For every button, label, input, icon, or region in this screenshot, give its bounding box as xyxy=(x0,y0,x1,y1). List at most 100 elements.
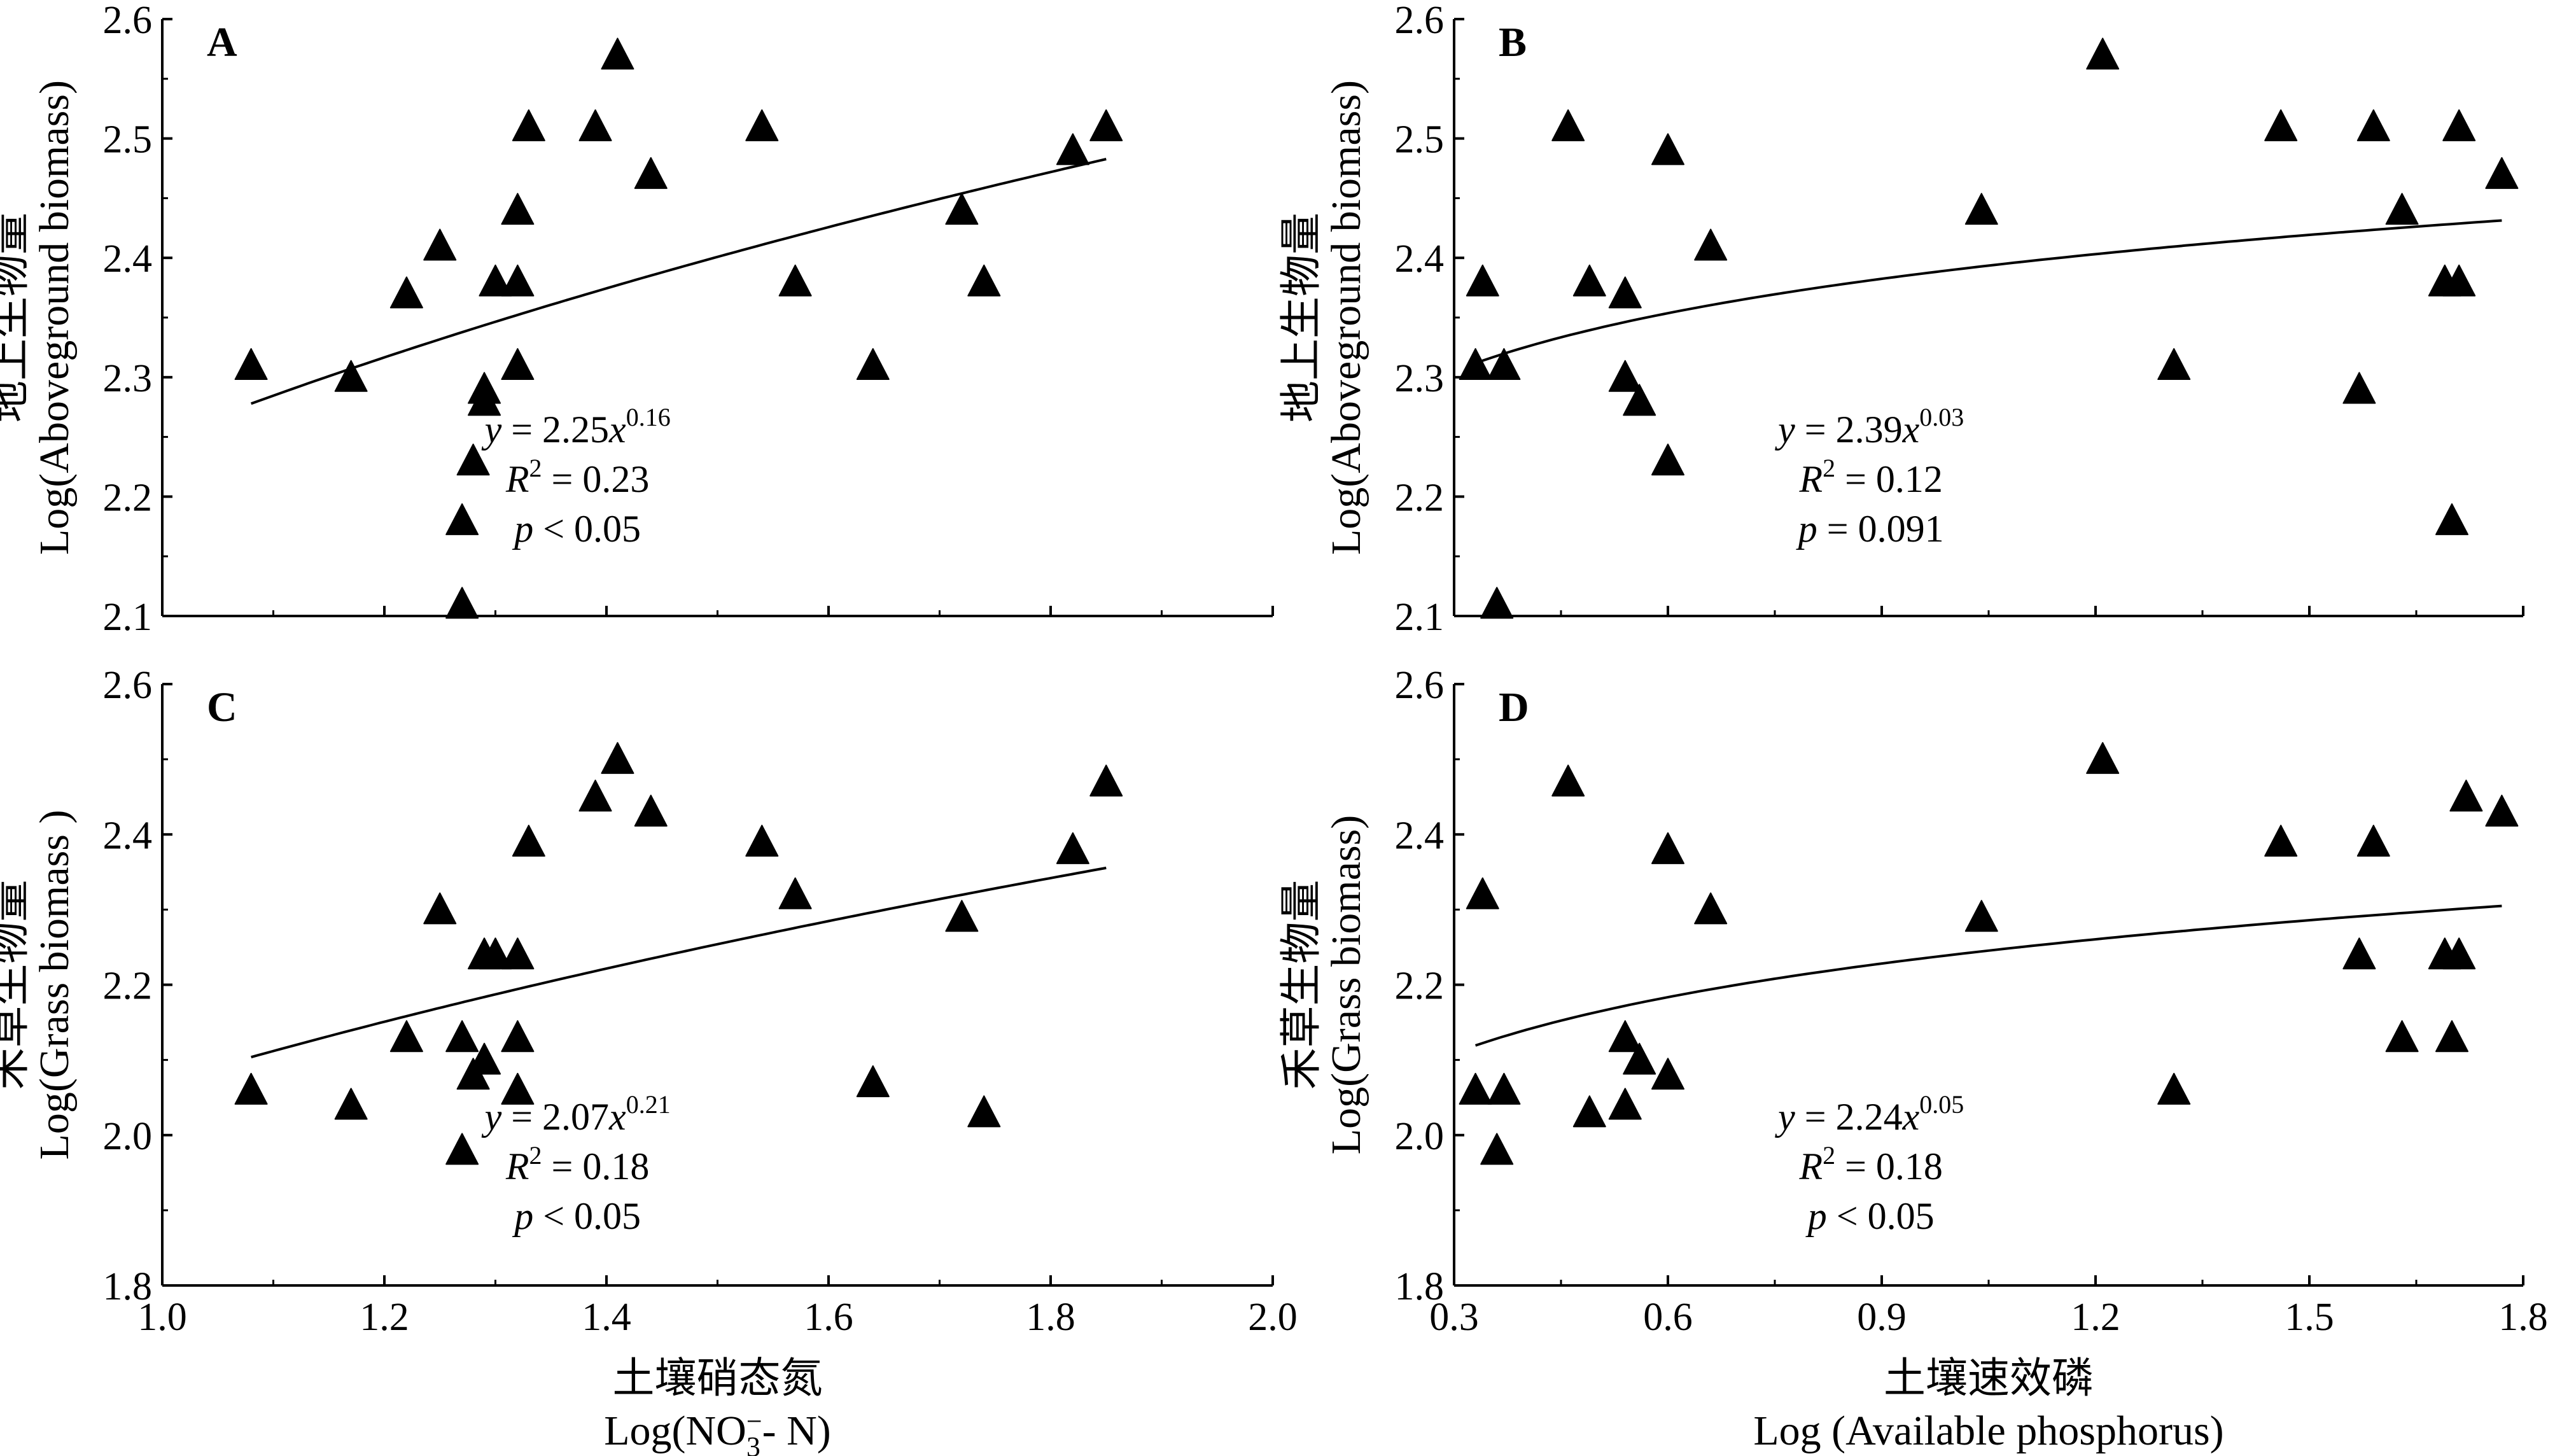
y-tick-label: 2.4 xyxy=(103,814,153,857)
fit-equation: y = 2.39x0.03 xyxy=(1774,403,1964,451)
data-point xyxy=(1608,1020,1642,1053)
data-point xyxy=(2264,825,2298,857)
y-axis-title: Log(Aboveground biomass) xyxy=(31,80,78,555)
p-value: p < 0.05 xyxy=(1805,1195,1935,1237)
data-point xyxy=(501,1020,535,1053)
x-tick-label: 1.8 xyxy=(2498,1296,2548,1339)
x-tick-label: 1.5 xyxy=(2285,1296,2334,1339)
y-tick-label: 1.8 xyxy=(103,1265,153,1308)
data-point xyxy=(1551,109,1585,141)
fit-curve xyxy=(1474,904,2502,1047)
data-point xyxy=(512,825,545,857)
data-point xyxy=(1572,1095,1606,1128)
data-point xyxy=(456,444,490,476)
fit-curve xyxy=(1474,219,2502,365)
data-point xyxy=(2342,372,2376,404)
data-point xyxy=(512,109,545,141)
data-point xyxy=(2086,742,2120,774)
data-point xyxy=(234,1072,268,1105)
y-tick-label: 2.6 xyxy=(103,0,153,42)
data-point xyxy=(778,264,812,297)
data-point xyxy=(1608,276,1642,309)
data-point xyxy=(2485,794,2519,827)
data-point xyxy=(1487,1072,1521,1105)
data-point xyxy=(745,109,779,141)
data-point xyxy=(1572,264,1606,297)
data-point xyxy=(1651,133,1684,165)
data-point xyxy=(1608,360,1642,392)
fit-equation: y = 2.24x0.05 xyxy=(1774,1090,1964,1138)
data-point xyxy=(2157,348,2191,381)
r-squared: R2 = 0.18 xyxy=(1798,1141,1943,1187)
y-tick-label: 2.4 xyxy=(103,237,153,281)
data-point xyxy=(389,276,423,309)
fit-curve xyxy=(251,866,1107,1059)
data-point xyxy=(1623,384,1656,416)
y-tick-label: 2.0 xyxy=(1395,1115,1445,1158)
data-point xyxy=(334,1088,368,1120)
x-tick-label: 1.6 xyxy=(804,1296,853,1339)
r-squared: R2 = 0.23 xyxy=(505,454,650,500)
data-point xyxy=(1694,892,1728,925)
data-point xyxy=(479,264,512,297)
y-axis-title-cn: 禾草生物量 xyxy=(1278,880,1325,1090)
panel-a: 2.1 2.2 2.3 2.4 2.5 2.6 Log(Aboveground biomas… xyxy=(0,0,1274,639)
data-point xyxy=(2435,1020,2468,1053)
x-axis-title-cn: 土壤硝态氮 xyxy=(613,1355,823,1402)
data-point xyxy=(578,780,612,812)
data-point xyxy=(2086,38,2120,70)
x-tick-label: 2.0 xyxy=(1248,1296,1298,1339)
data-point xyxy=(2264,109,2298,141)
data-point xyxy=(334,360,368,392)
panel-c: 1.8 2.0 2.2 2.4 2.6 1.0 1.2 1.4 1.6 1.8 2.0 Log(Gra… xyxy=(0,664,1298,1456)
r-squared: R2 = 0.12 xyxy=(1798,454,1943,500)
panel-label: A xyxy=(207,19,237,66)
data-point xyxy=(2157,1072,2191,1105)
data-point xyxy=(2356,825,2390,857)
data-point xyxy=(2342,937,2376,970)
data-point xyxy=(423,892,457,925)
data-point xyxy=(468,372,501,404)
y-tick-label: 1.8 xyxy=(1395,1265,1445,1308)
data-point xyxy=(1651,832,1684,864)
y-axis-title-cn: 地上生物量 xyxy=(1278,213,1325,423)
data-point xyxy=(601,38,634,70)
fit-equation: y = 2.25x0.16 xyxy=(481,403,671,451)
data-point xyxy=(1964,193,1998,225)
y-tick-label: 2.6 xyxy=(1395,0,1445,42)
y-tick-label: 2.2 xyxy=(1395,965,1445,1008)
data-point xyxy=(501,937,535,970)
y-tick-label: 2.1 xyxy=(103,596,153,639)
data-point xyxy=(501,193,535,225)
data-point xyxy=(1089,109,1123,141)
y-axis-title-cn: 禾草生物量 xyxy=(0,880,33,1090)
x-tick-label: 1.8 xyxy=(1026,1296,1075,1339)
y-tick-label: 2.3 xyxy=(103,357,153,400)
x-axis-title: Log(NO3−- N) xyxy=(604,1406,831,1456)
data-point xyxy=(634,794,668,827)
data-point xyxy=(967,264,1001,297)
panel-label: B xyxy=(1499,19,1527,66)
data-point xyxy=(423,228,457,261)
data-point xyxy=(856,1065,890,1098)
y-tick-label: 2.6 xyxy=(1395,664,1445,707)
data-point xyxy=(445,1133,479,1165)
data-point xyxy=(445,503,479,535)
data-point xyxy=(1964,900,1998,932)
data-point xyxy=(234,348,268,381)
data-point xyxy=(1487,348,1521,381)
y-tick-label: 2.5 xyxy=(103,118,153,162)
r-squared: R2 = 0.18 xyxy=(505,1141,650,1187)
data-point xyxy=(2449,780,2483,812)
x-tick-label: 1.4 xyxy=(582,1296,631,1339)
data-point xyxy=(479,937,512,970)
y-tick-label: 2.2 xyxy=(1395,476,1445,519)
data-point xyxy=(2485,157,2519,189)
data-point xyxy=(967,1095,1001,1128)
data-point xyxy=(1056,832,1089,864)
x-tick-label: 0.6 xyxy=(1643,1296,1693,1339)
data-point xyxy=(578,109,612,141)
data-point xyxy=(778,877,812,909)
data-point xyxy=(945,900,979,932)
p-value: p = 0.091 xyxy=(1796,508,1944,550)
